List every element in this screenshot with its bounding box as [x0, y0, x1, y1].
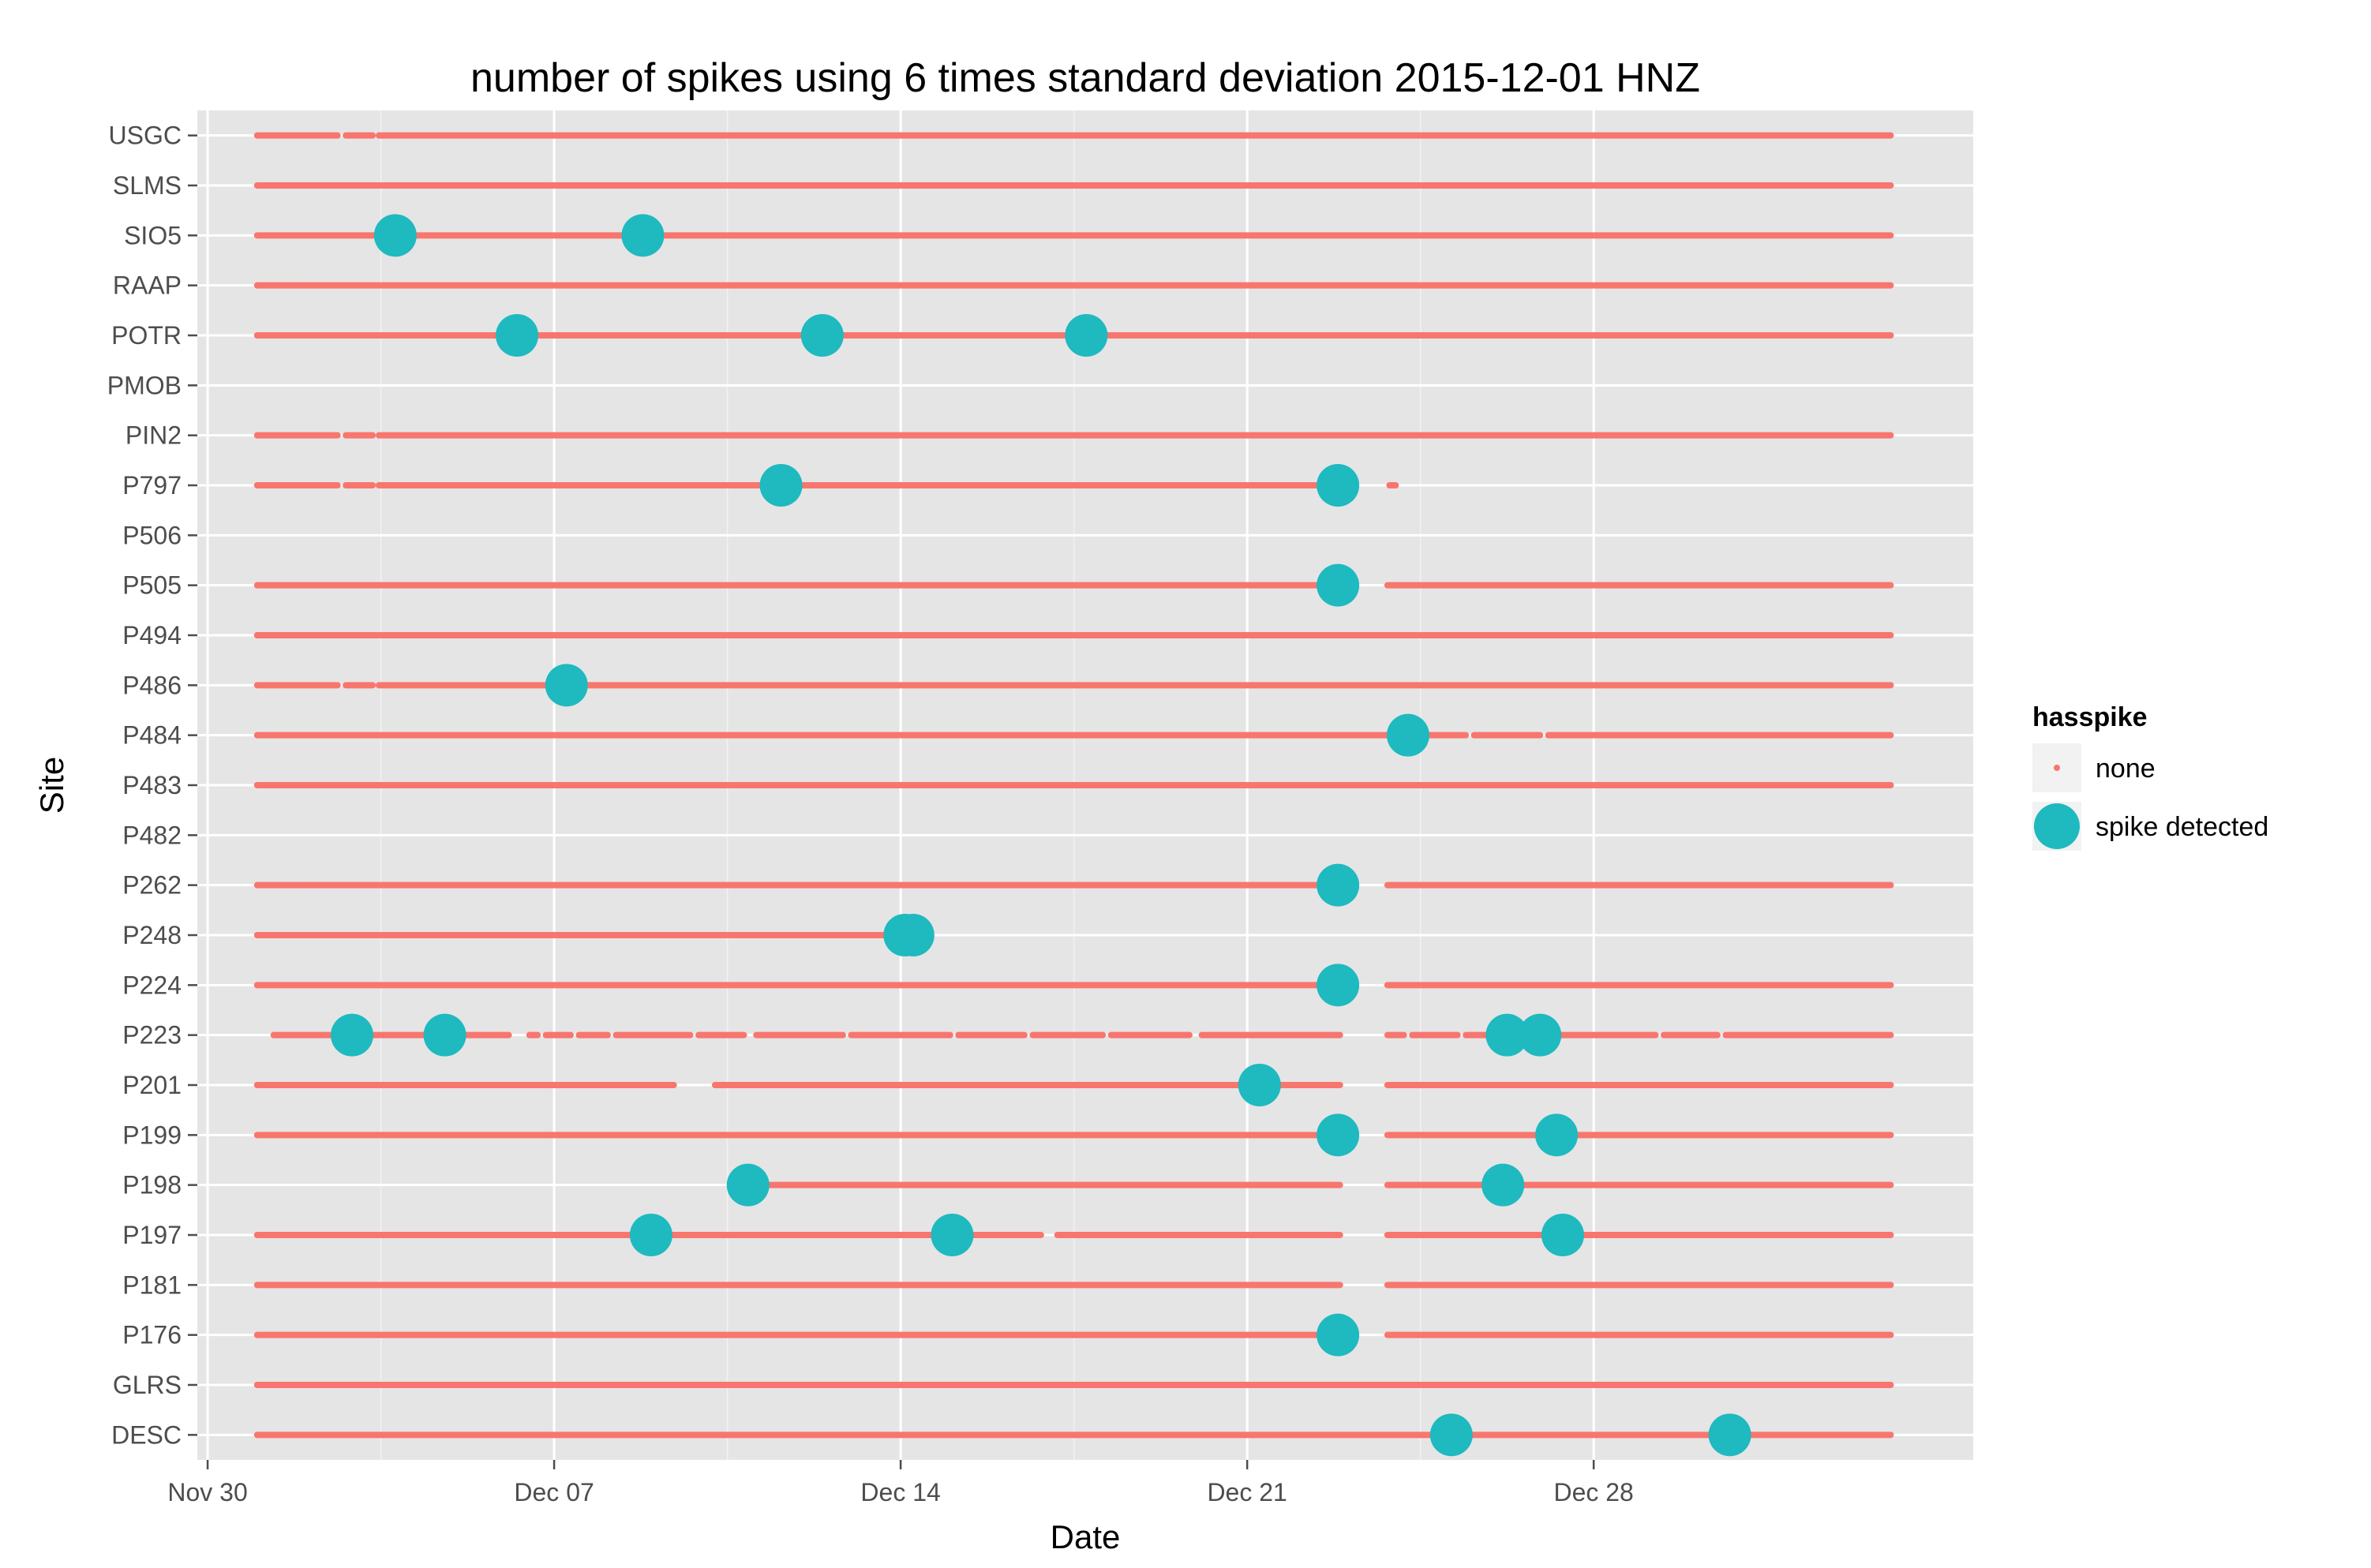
spike-point: [891, 914, 935, 956]
plot-panel: [197, 110, 1973, 1460]
y-axis-title: Site: [33, 757, 70, 814]
y-tick-label: P181: [122, 1270, 182, 1299]
spike-point: [1317, 863, 1360, 907]
spike-point: [1541, 1214, 1584, 1256]
spike-point: [1317, 563, 1360, 607]
spike-point: [800, 314, 844, 357]
y-tick-label: P197: [122, 1221, 182, 1249]
spike-point: [726, 1163, 770, 1207]
y-tick-label: USGC: [109, 122, 182, 150]
spike-point: [1317, 1113, 1360, 1157]
spike-point: [545, 664, 588, 707]
spike-point: [423, 1013, 466, 1057]
y-tick-label: GLRS: [113, 1371, 182, 1399]
spike-point: [1386, 713, 1429, 757]
spike-point: [330, 1013, 373, 1057]
y-tick-label: P505: [122, 571, 182, 600]
y-tick-label: P223: [122, 1021, 182, 1050]
y-tick-label: RAAP: [113, 271, 182, 300]
y-tick-label: P484: [122, 721, 182, 750]
y-tick-label: P494: [122, 621, 182, 649]
legend-title: hasspike: [2032, 702, 2148, 732]
y-tick-label: P797: [122, 471, 182, 500]
spike-point: [931, 1214, 974, 1256]
spike-point: [1519, 1013, 1562, 1057]
chart-title: number of spikes using 6 times standard …: [470, 55, 1700, 101]
y-tick-label: P482: [122, 821, 182, 849]
spike-point: [1708, 1413, 1751, 1457]
x-tick-label: Dec 28: [1553, 1478, 1633, 1506]
y-tick-label: PMOB: [107, 371, 182, 399]
x-tick-label: Dec 07: [514, 1478, 594, 1506]
y-tick-label: P483: [122, 771, 182, 799]
legend: hasspike none spike detected: [2032, 702, 2268, 851]
y-axis: USGC SLMS SIO5 RAAP POTR PMOB PIN2 P797 P506 P505…: [107, 122, 197, 1449]
y-tick-label: P486: [122, 671, 182, 699]
spike-point: [1065, 314, 1108, 357]
spike-point: [621, 214, 665, 257]
x-axis-title: Date: [1051, 1518, 1121, 1555]
legend-symbol-none: [2054, 765, 2060, 771]
y-tick-label: P176: [122, 1321, 182, 1349]
spike-point: [1535, 1113, 1579, 1157]
x-tick-label: Nov 30: [167, 1478, 247, 1506]
y-tick-label: P198: [122, 1171, 182, 1199]
spike-point: [496, 314, 539, 357]
y-tick-label: POTR: [111, 321, 182, 350]
x-axis: Nov 30 Dec 07 Dec 14 Dec 21 Dec 28: [167, 1460, 1634, 1506]
x-tick-label: Dec 14: [860, 1478, 940, 1506]
spike-point: [1317, 1313, 1360, 1357]
y-tick-label: SLMS: [113, 171, 182, 200]
y-tick-label: SIO5: [124, 221, 182, 249]
spike-point: [1429, 1413, 1473, 1457]
legend-label-spike: spike detected: [2096, 812, 2268, 842]
spike-point: [1485, 1013, 1529, 1057]
spike-point: [1481, 1163, 1525, 1207]
y-tick-label: P201: [122, 1071, 182, 1099]
legend-label-none: none: [2096, 754, 2156, 784]
spike-point: [629, 1214, 672, 1256]
y-tick-label: DESC: [111, 1420, 182, 1449]
spike-point: [373, 214, 417, 257]
spike-point: [759, 464, 803, 507]
y-tick-label: P262: [122, 871, 182, 900]
x-tick-label: Dec 21: [1207, 1478, 1287, 1506]
spike-point: [1317, 464, 1360, 507]
y-tick-label: P199: [122, 1121, 182, 1149]
y-tick-label: PIN2: [125, 421, 182, 450]
spike-point: [1238, 1064, 1281, 1106]
spike-point: [1317, 964, 1360, 1007]
legend-symbol-spike: [2034, 803, 2080, 849]
y-tick-label: P248: [122, 921, 182, 949]
y-tick-label: P224: [122, 971, 182, 999]
y-tick-label: P506: [122, 521, 182, 549]
